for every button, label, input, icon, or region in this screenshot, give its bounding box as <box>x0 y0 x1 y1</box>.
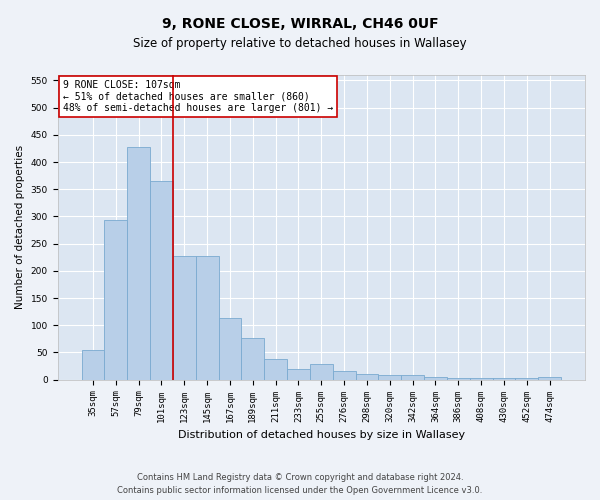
Bar <box>264 359 287 380</box>
Bar <box>173 256 196 380</box>
Bar <box>104 220 127 380</box>
Bar <box>241 338 264 380</box>
Text: Contains HM Land Registry data © Crown copyright and database right 2024.
Contai: Contains HM Land Registry data © Crown c… <box>118 474 482 495</box>
Bar <box>196 256 218 380</box>
Text: Size of property relative to detached houses in Wallasey: Size of property relative to detached ho… <box>133 38 467 51</box>
Y-axis label: Number of detached properties: Number of detached properties <box>15 146 25 310</box>
Bar <box>356 374 379 380</box>
Bar <box>127 147 150 380</box>
Bar <box>515 378 538 380</box>
Bar <box>287 369 310 380</box>
Bar <box>150 181 173 380</box>
Bar <box>82 350 104 380</box>
Bar <box>493 378 515 380</box>
Bar <box>424 377 447 380</box>
Bar <box>310 364 332 380</box>
Bar <box>401 375 424 380</box>
Bar <box>332 371 356 380</box>
Bar <box>538 377 561 380</box>
Bar <box>447 378 470 380</box>
X-axis label: Distribution of detached houses by size in Wallasey: Distribution of detached houses by size … <box>178 430 465 440</box>
Text: 9, RONE CLOSE, WIRRAL, CH46 0UF: 9, RONE CLOSE, WIRRAL, CH46 0UF <box>161 18 439 32</box>
Text: 9 RONE CLOSE: 107sqm
← 51% of detached houses are smaller (860)
48% of semi-deta: 9 RONE CLOSE: 107sqm ← 51% of detached h… <box>63 80 333 113</box>
Bar <box>470 378 493 380</box>
Bar <box>218 318 241 380</box>
Bar <box>379 375 401 380</box>
